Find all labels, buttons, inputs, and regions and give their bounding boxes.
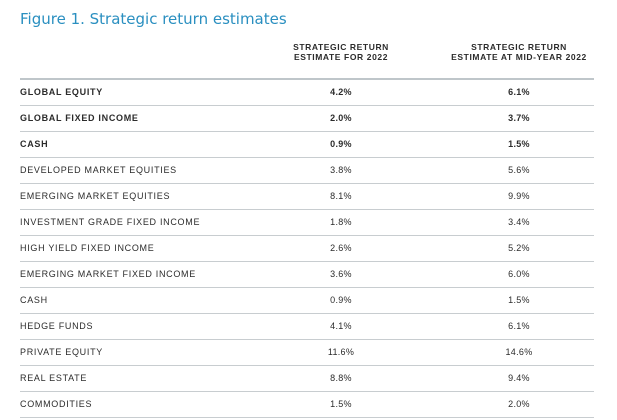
estimate-mid-year-value: 3.4% [508, 217, 530, 227]
table-row: GLOBAL EQUITY 4.2% 6.1% [20, 80, 594, 106]
estimate-2022-value: 0.9% [330, 295, 352, 305]
asset-class-label: CASH [20, 139, 49, 149]
table-row: GLOBAL FIXED INCOME 2.0% 3.7% [20, 106, 594, 132]
estimate-2022-value: 3.6% [330, 269, 352, 279]
column-header-mid-year-line2: ESTIMATE AT MID-YEAR 2022 [451, 52, 587, 62]
return-estimates-figure: Figure 1. Strategic return estimates STR… [20, 8, 594, 418]
asset-class-label: INVESTMENT GRADE FIXED INCOME [20, 217, 201, 227]
table-row: REAL ESTATE 8.8% 9.4% [20, 366, 594, 392]
column-header-mid-year: STRATEGIC RETURN ESTIMATE AT MID-YEAR 20… [424, 42, 614, 62]
column-header-2022: STRATEGIC RETURN ESTIMATE FOR 2022 [266, 42, 416, 62]
table-body: GLOBAL EQUITY 4.2% 6.1% GLOBAL FIXED INCOME… [20, 80, 594, 418]
table-row: COMMODITIES 1.5% 2.0% [20, 392, 594, 418]
table-row: INVESTMENT GRADE FIXED INCOME 1.8% 3.4% [20, 210, 594, 236]
figure-title: Figure 1. Strategic return estimates [20, 10, 287, 28]
asset-class-label: GLOBAL EQUITY [20, 87, 103, 97]
column-header-2022-line1: STRATEGIC RETURN [293, 42, 389, 52]
table-row: DEVELOPED MARKET EQUITIES 3.8% 5.6% [20, 158, 594, 184]
estimate-mid-year-value: 9.9% [508, 191, 530, 201]
asset-class-label: GLOBAL FIXED INCOME [20, 113, 139, 123]
estimate-2022-value: 3.8% [330, 165, 352, 175]
estimate-2022-value: 4.1% [330, 321, 352, 331]
estimate-2022-value: 1.5% [330, 399, 352, 409]
column-header-2022-line2: ESTIMATE FOR 2022 [293, 52, 389, 62]
estimate-2022-value: 2.0% [330, 113, 352, 123]
estimate-mid-year-value: 1.5% [508, 139, 530, 149]
estimate-2022-value: 0.9% [330, 139, 352, 149]
asset-class-label: PRIVATE EQUITY [20, 347, 103, 357]
table-row: PRIVATE EQUITY 11.6% 14.6% [20, 340, 594, 366]
asset-class-label: HEDGE FUNDS [20, 321, 94, 331]
asset-class-label: COMMODITIES [20, 399, 93, 409]
table-row: EMERGING MARKET EQUITIES 8.1% 9.9% [20, 184, 594, 210]
estimate-2022-value: 4.2% [330, 87, 352, 97]
asset-class-label: EMERGING MARKET FIXED INCOME [20, 269, 196, 279]
estimate-2022-value: 8.1% [330, 191, 352, 201]
table-row: HEDGE FUNDS 4.1% 6.1% [20, 314, 594, 340]
estimate-mid-year-value: 3.7% [508, 113, 530, 123]
asset-class-label: REAL ESTATE [20, 373, 88, 383]
asset-class-label: DEVELOPED MARKET EQUITIES [20, 165, 177, 175]
table-row: EMERGING MARKET FIXED INCOME 3.6% 6.0% [20, 262, 594, 288]
asset-class-label: HIGH YIELD FIXED INCOME [20, 243, 155, 253]
estimate-mid-year-value: 9.4% [508, 373, 530, 383]
estimate-2022-value: 8.8% [330, 373, 352, 383]
estimate-mid-year-value: 5.2% [508, 243, 530, 253]
column-header-mid-year-line1: STRATEGIC RETURN [471, 42, 567, 52]
table-header-row: STRATEGIC RETURN ESTIMATE FOR 2022 STRAT… [20, 40, 594, 80]
estimate-2022-value: 11.6% [327, 347, 355, 357]
estimate-mid-year-value: 5.6% [508, 165, 530, 175]
asset-class-label: EMERGING MARKET EQUITIES [20, 191, 171, 201]
estimate-mid-year-value: 14.6% [505, 347, 533, 357]
estimate-mid-year-value: 6.1% [508, 87, 530, 97]
table-row: HIGH YIELD FIXED INCOME 2.6% 5.2% [20, 236, 594, 262]
estimate-2022-value: 2.6% [330, 243, 352, 253]
estimate-mid-year-value: 2.0% [508, 399, 530, 409]
estimate-mid-year-value: 1.5% [508, 295, 530, 305]
table-row: CASH 0.9% 1.5% [20, 132, 594, 158]
estimate-2022-value: 1.8% [330, 217, 352, 227]
table-row: CASH 0.9% 1.5% [20, 288, 594, 314]
estimate-mid-year-value: 6.0% [508, 269, 530, 279]
estimate-mid-year-value: 6.1% [508, 321, 530, 331]
asset-class-label: CASH [20, 295, 48, 305]
